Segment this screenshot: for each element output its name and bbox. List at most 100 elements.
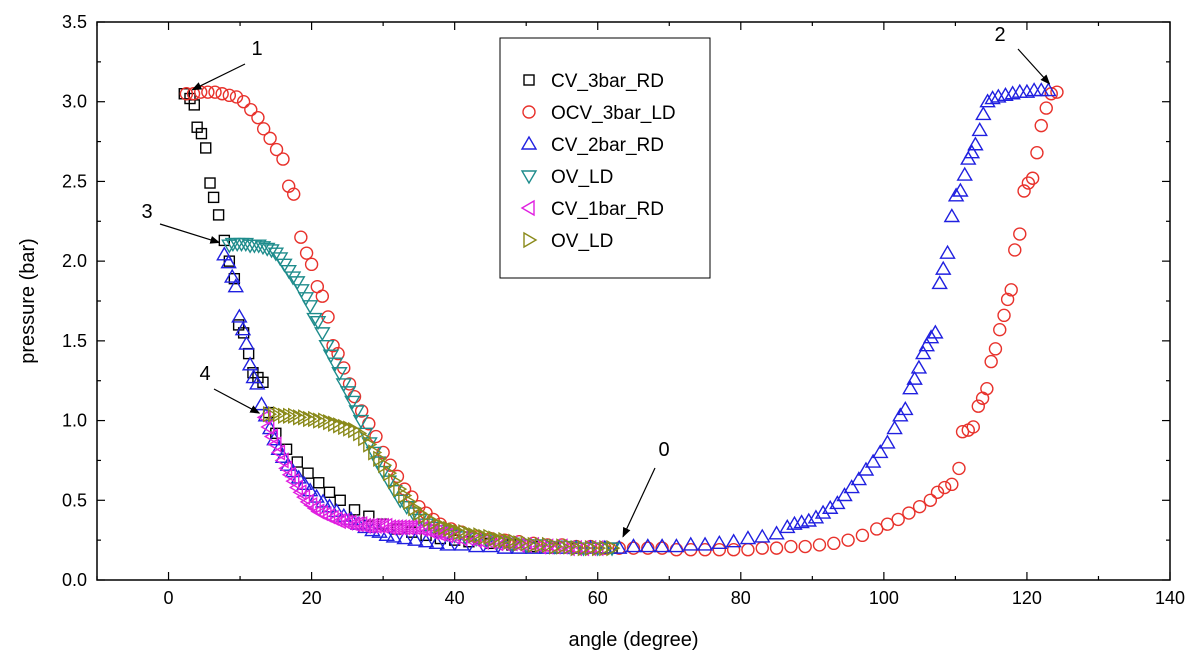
legend-entry: OCV_3bar_LD [522, 103, 676, 124]
x-tick-label: 120 [1012, 588, 1042, 608]
data-point [639, 538, 657, 553]
data-point [966, 420, 980, 434]
data-point [952, 182, 969, 197]
data-point [263, 131, 277, 146]
data-point [342, 377, 357, 391]
data-point [711, 534, 728, 550]
data-point [424, 523, 439, 541]
data-point [304, 257, 319, 272]
data-point [1040, 82, 1057, 97]
data-point [303, 496, 318, 514]
data-point [223, 268, 241, 283]
data-point [378, 456, 393, 474]
data-point [293, 409, 308, 426]
legend-label: OV_LD [551, 167, 613, 188]
data-point [220, 254, 237, 269]
data-point [373, 450, 388, 468]
data-point [596, 539, 614, 554]
legend-label: CV_3bar_RD [551, 71, 664, 92]
data-point [244, 102, 258, 117]
data-point [653, 538, 671, 553]
legend-marker [522, 105, 536, 119]
data-point [997, 308, 1011, 323]
data-point [262, 405, 278, 423]
data-point [231, 308, 248, 323]
data-point [299, 493, 314, 511]
series-6 [262, 405, 621, 557]
data-point [285, 472, 300, 490]
axes: 0 20 40 60 80 100 120 1400.00.51.01.52.02.53.03… [62, 12, 1185, 608]
data-point [556, 538, 571, 555]
data-point [236, 95, 251, 109]
data-point [570, 539, 585, 557]
annotation-arrow [191, 63, 246, 91]
data-point [407, 531, 424, 546]
legend-marker [523, 231, 538, 249]
data-point [201, 85, 215, 99]
data-point [912, 499, 927, 514]
annotations: 1 2 3 4 0 [141, 24, 1051, 538]
data-point [984, 354, 998, 369]
data-point [814, 504, 832, 519]
y-tick-label: 1.0 [62, 411, 87, 431]
data-point [560, 540, 578, 555]
data-point [1008, 243, 1022, 257]
data-point [238, 335, 255, 350]
data-point [625, 538, 642, 553]
data-point [939, 244, 956, 259]
legend-marker [520, 170, 538, 185]
data-point [272, 405, 288, 423]
data-point [589, 539, 604, 557]
legend-entry: CV_1bar_RD [520, 199, 664, 220]
data-point [296, 475, 313, 491]
data-point [980, 381, 994, 396]
data-point [493, 531, 508, 549]
data-point [284, 271, 302, 286]
data-point [483, 528, 498, 546]
y-tick-label: 1.5 [62, 331, 87, 351]
data-point [956, 166, 973, 181]
data-point [374, 465, 392, 480]
data-point [478, 528, 493, 546]
legend-entry: CV_3bar_RD [523, 71, 664, 92]
data-point [403, 493, 418, 511]
data-point [334, 494, 346, 506]
data-point [200, 142, 212, 154]
data-point [563, 538, 578, 555]
legend-entry: OV_LD [520, 167, 613, 188]
data-point [291, 456, 303, 468]
data-point [879, 434, 896, 449]
data-point [993, 322, 1007, 337]
data-point [922, 329, 940, 344]
y-tick-label: 2.0 [62, 251, 87, 271]
data-point [408, 500, 423, 517]
data-point [458, 523, 473, 541]
legend-marker [520, 199, 535, 217]
data-point [947, 187, 965, 202]
data-point [207, 191, 220, 204]
y-tick-label: 3.5 [62, 12, 87, 32]
data-point [769, 541, 784, 555]
data-point [850, 471, 868, 486]
data-point [314, 327, 331, 342]
x-tick-label: 100 [869, 588, 899, 608]
data-point [754, 528, 771, 543]
data-point [191, 121, 203, 133]
data-point [309, 316, 327, 331]
data-point [577, 539, 592, 557]
y-axis-label: pressure (bar) [17, 238, 39, 364]
data-point [870, 522, 884, 536]
data-point [937, 480, 952, 495]
y-tick-label: 0.0 [62, 570, 87, 590]
x-tick-label: 80 [731, 588, 751, 608]
data-point [323, 486, 336, 499]
data-point [503, 533, 518, 550]
series-2 [179, 85, 1064, 557]
data-point [864, 453, 882, 468]
series-5 [256, 409, 604, 557]
data-point [857, 461, 875, 476]
data-point [313, 412, 328, 429]
data-point [534, 536, 549, 554]
data-point [406, 519, 422, 536]
